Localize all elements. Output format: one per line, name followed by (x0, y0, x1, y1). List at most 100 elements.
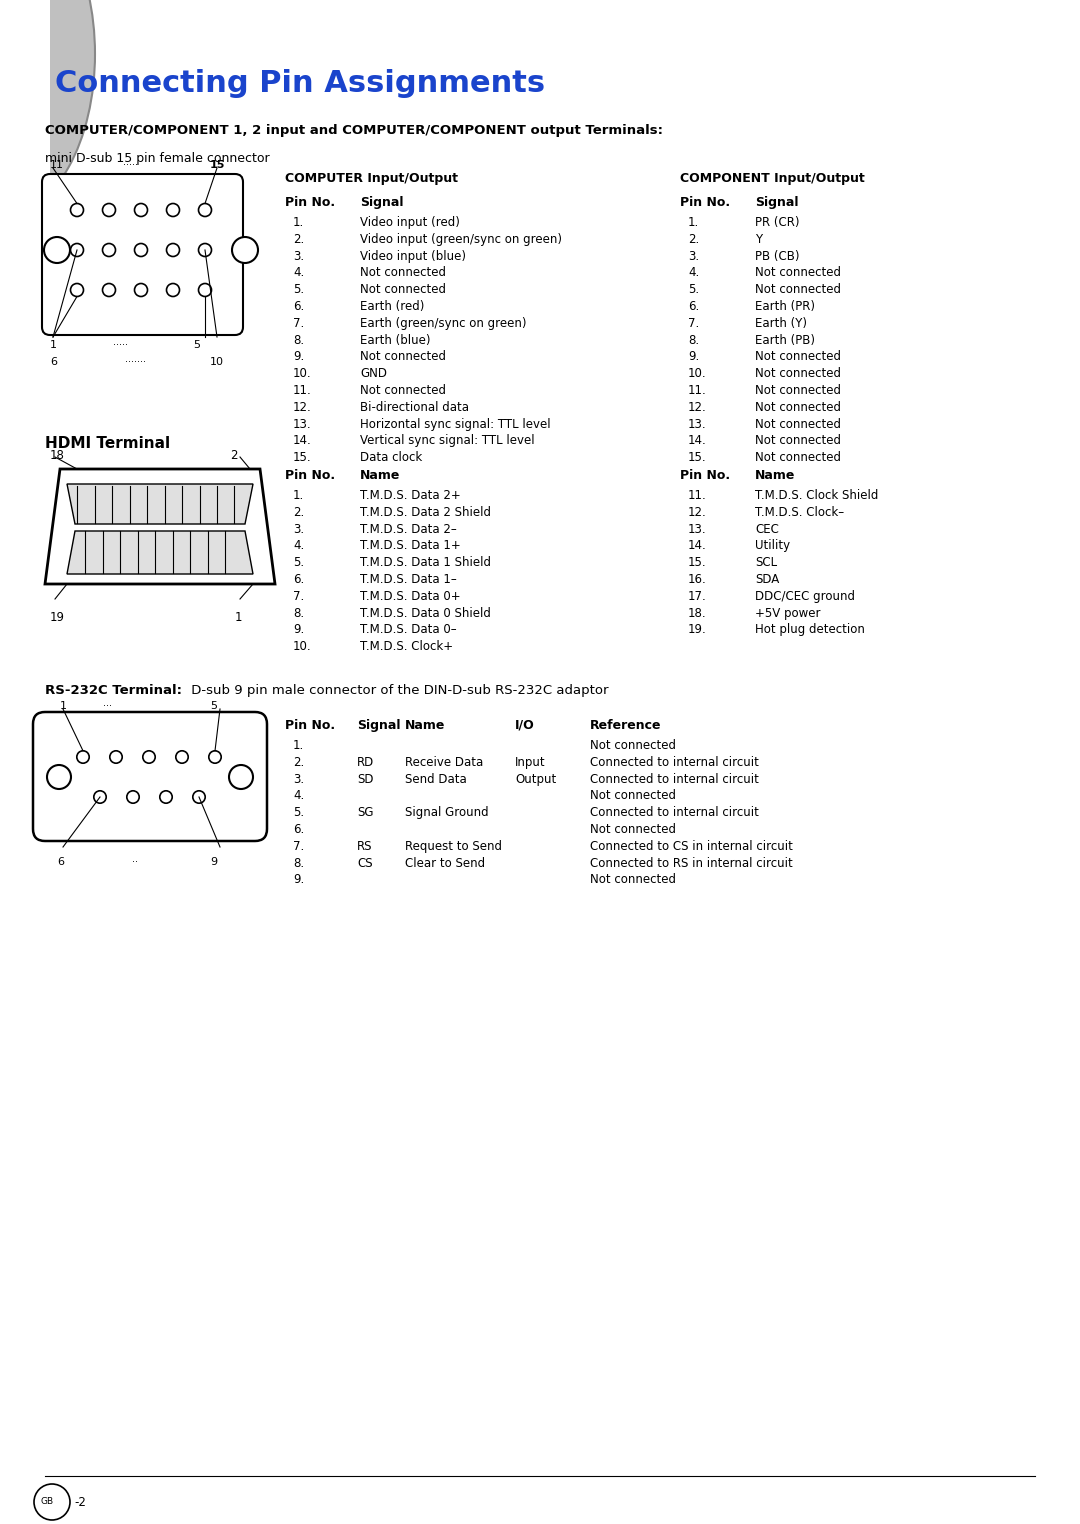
Circle shape (166, 283, 179, 297)
Text: Earth (PB): Earth (PB) (755, 334, 815, 346)
Text: T.M.D.S. Data 2 Shield: T.M.D.S. Data 2 Shield (360, 506, 491, 518)
Text: Horizontal sync signal: TTL level: Horizontal sync signal: TTL level (360, 418, 551, 431)
Text: Input: Input (515, 756, 545, 768)
Text: Connected to internal circuit: Connected to internal circuit (590, 773, 759, 785)
Text: T.M.D.S. Data 2+: T.M.D.S. Data 2+ (360, 489, 461, 501)
Text: 12.: 12. (293, 401, 312, 415)
Text: Signal Ground: Signal Ground (405, 806, 488, 820)
Text: Data clock: Data clock (360, 451, 422, 465)
Circle shape (103, 283, 116, 297)
Text: 1: 1 (235, 611, 243, 623)
Text: 1.: 1. (688, 216, 699, 229)
Text: 14.: 14. (688, 434, 706, 448)
Text: T.M.D.S. Data 1+: T.M.D.S. Data 1+ (360, 539, 461, 552)
Text: RS: RS (357, 840, 373, 853)
Text: Video input (green/sync on green): Video input (green/sync on green) (360, 233, 562, 245)
Text: 1: 1 (60, 701, 67, 712)
Text: +5V power: +5V power (755, 607, 821, 620)
Text: Not connected: Not connected (755, 384, 841, 396)
Text: T.M.D.S. Data 0 Shield: T.M.D.S. Data 0 Shield (360, 607, 491, 620)
Circle shape (166, 244, 179, 256)
Circle shape (160, 791, 172, 803)
Text: 7.: 7. (688, 317, 699, 329)
Circle shape (103, 244, 116, 256)
Text: Connected to RS in internal circuit: Connected to RS in internal circuit (590, 856, 793, 870)
Text: 1.: 1. (293, 489, 305, 501)
Text: 12.: 12. (688, 506, 706, 518)
Text: 3.: 3. (293, 773, 305, 785)
Text: 15.: 15. (293, 451, 312, 465)
Text: 6: 6 (57, 856, 64, 867)
Circle shape (103, 204, 116, 216)
FancyBboxPatch shape (33, 712, 267, 841)
Text: Earth (PR): Earth (PR) (755, 300, 815, 312)
Text: Not connected: Not connected (755, 283, 841, 296)
Text: SG: SG (357, 806, 374, 820)
Text: 13.: 13. (688, 418, 706, 431)
Circle shape (208, 751, 221, 764)
Text: Not connected: Not connected (360, 351, 446, 363)
Text: Not connected: Not connected (590, 823, 676, 837)
Text: Not connected: Not connected (755, 418, 841, 431)
Text: ·······: ······· (124, 357, 146, 367)
Text: 10.: 10. (293, 640, 312, 654)
Text: Not connected: Not connected (590, 739, 676, 751)
Circle shape (199, 204, 212, 216)
Text: 3.: 3. (293, 523, 305, 535)
Text: -2: -2 (75, 1495, 86, 1509)
Text: HDMI Terminal: HDMI Terminal (45, 436, 171, 451)
Text: Not connected: Not connected (755, 451, 841, 465)
Text: Earth (blue): Earth (blue) (360, 334, 431, 346)
Text: 18: 18 (50, 450, 65, 462)
Text: GB: GB (40, 1498, 54, 1507)
Text: T.M.D.S. Clock Shield: T.M.D.S. Clock Shield (755, 489, 878, 501)
Text: 10.: 10. (688, 367, 706, 379)
Text: Signal: Signal (360, 197, 404, 209)
Circle shape (94, 791, 106, 803)
Text: 8.: 8. (688, 334, 699, 346)
Text: 5: 5 (210, 701, 217, 712)
Circle shape (199, 244, 212, 256)
Text: 2.: 2. (293, 233, 305, 245)
Text: COMPONENT Input/Output: COMPONENT Input/Output (680, 172, 865, 184)
Text: Reference: Reference (590, 719, 661, 732)
Text: 7.: 7. (293, 840, 305, 853)
Text: T.M.D.S. Clock+: T.M.D.S. Clock+ (360, 640, 454, 654)
Circle shape (135, 204, 148, 216)
Text: RD: RD (357, 756, 375, 768)
Text: PB (CB): PB (CB) (755, 250, 799, 262)
Text: 9.: 9. (293, 351, 305, 363)
Text: 1: 1 (50, 340, 57, 351)
Ellipse shape (0, 0, 95, 213)
Text: 15: 15 (210, 160, 226, 171)
Circle shape (33, 1484, 70, 1519)
Circle shape (166, 204, 179, 216)
Text: COMPUTER Input/Output: COMPUTER Input/Output (285, 172, 458, 184)
Text: 15.: 15. (688, 451, 706, 465)
Text: 19.: 19. (688, 623, 706, 637)
Text: SDA: SDA (755, 573, 780, 587)
Text: Name: Name (360, 469, 401, 482)
Circle shape (126, 791, 139, 803)
Text: Y: Y (755, 233, 762, 245)
Text: 10.: 10. (293, 367, 312, 379)
Text: 4.: 4. (688, 267, 699, 279)
Text: 11.: 11. (688, 489, 706, 501)
Text: 7.: 7. (293, 317, 305, 329)
Text: Not connected: Not connected (755, 267, 841, 279)
Text: T.M.D.S. Data 2–: T.M.D.S. Data 2– (360, 523, 457, 535)
Text: 9.: 9. (293, 623, 305, 637)
Text: 3.: 3. (688, 250, 699, 262)
Circle shape (135, 283, 148, 297)
Polygon shape (67, 530, 253, 575)
Text: T.M.D.S. Data 1–: T.M.D.S. Data 1– (360, 573, 457, 587)
Text: 7.: 7. (293, 590, 305, 604)
Text: 5.: 5. (688, 283, 699, 296)
Text: ···: ··· (103, 701, 111, 712)
Polygon shape (45, 469, 275, 584)
Text: Earth (Y): Earth (Y) (755, 317, 807, 329)
Text: 2: 2 (230, 450, 238, 462)
Text: Not connected: Not connected (755, 367, 841, 379)
Text: 12.: 12. (688, 401, 706, 415)
Text: 6.: 6. (293, 823, 305, 837)
